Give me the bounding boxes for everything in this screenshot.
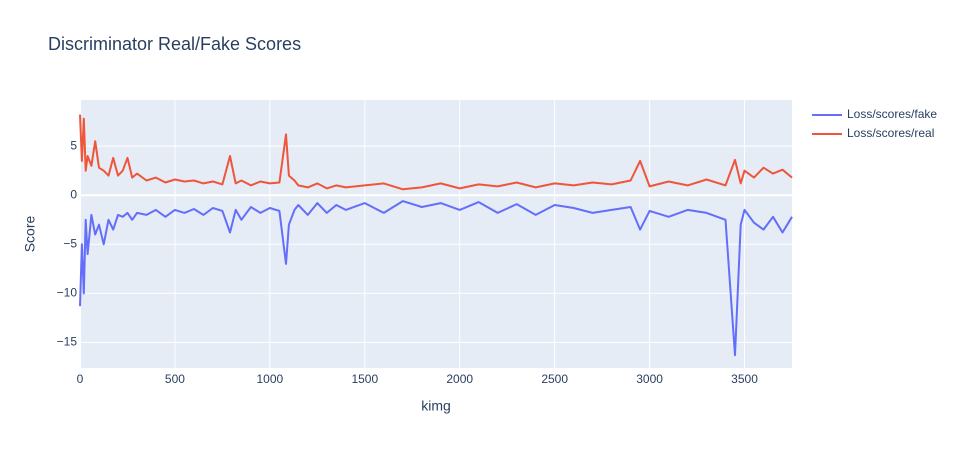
plot-area [80, 100, 792, 368]
y-tick-label: 5 [70, 138, 77, 152]
x-tick-label: 0 [77, 372, 84, 386]
y-tick-label: −5 [63, 236, 77, 250]
series-line [79, 114, 793, 191]
x-tick-label: 3000 [636, 372, 663, 386]
y-tick-label: −15 [57, 335, 78, 349]
y-tick-label: −10 [57, 286, 78, 300]
legend-label: Loss/scores/fake [847, 107, 937, 121]
y-tick-label: 0 [70, 187, 77, 201]
x-tick-label: 1000 [257, 372, 284, 386]
legend-label: Loss/scores/real [847, 126, 934, 140]
series-line [79, 200, 793, 357]
x-tick-label: 2000 [446, 372, 473, 386]
x-tick-label: 3500 [731, 372, 758, 386]
x-axis-title: kimg [421, 398, 451, 414]
y-axis-title: Score [22, 216, 38, 253]
x-tick-label: 2500 [541, 372, 568, 386]
x-tick-label: 1500 [351, 372, 378, 386]
chart-title: Discriminator Real/Fake Scores [48, 34, 301, 54]
x-tick-label: 500 [165, 372, 185, 386]
